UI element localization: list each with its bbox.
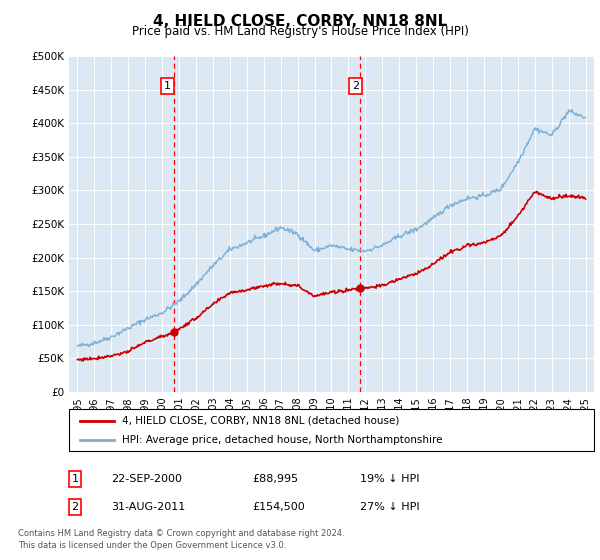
Text: 4, HIELD CLOSE, CORBY, NN18 8NL: 4, HIELD CLOSE, CORBY, NN18 8NL bbox=[153, 14, 447, 29]
Text: Price paid vs. HM Land Registry's House Price Index (HPI): Price paid vs. HM Land Registry's House … bbox=[131, 25, 469, 38]
Text: 4, HIELD CLOSE, CORBY, NN18 8NL (detached house): 4, HIELD CLOSE, CORBY, NN18 8NL (detache… bbox=[121, 416, 399, 426]
Text: HPI: Average price, detached house, North Northamptonshire: HPI: Average price, detached house, Nort… bbox=[121, 435, 442, 445]
Text: 22-SEP-2000: 22-SEP-2000 bbox=[111, 474, 182, 484]
Text: 1: 1 bbox=[71, 474, 79, 484]
Text: 2: 2 bbox=[352, 81, 359, 91]
Text: 31-AUG-2011: 31-AUG-2011 bbox=[111, 502, 185, 512]
Text: £88,995: £88,995 bbox=[252, 474, 298, 484]
FancyBboxPatch shape bbox=[69, 409, 594, 451]
Text: 19% ↓ HPI: 19% ↓ HPI bbox=[360, 474, 419, 484]
Text: 1: 1 bbox=[164, 81, 171, 91]
Text: £154,500: £154,500 bbox=[252, 502, 305, 512]
Text: 27% ↓ HPI: 27% ↓ HPI bbox=[360, 502, 419, 512]
Text: This data is licensed under the Open Government Licence v3.0.: This data is licensed under the Open Gov… bbox=[18, 542, 286, 550]
Text: Contains HM Land Registry data © Crown copyright and database right 2024.: Contains HM Land Registry data © Crown c… bbox=[18, 529, 344, 538]
Text: 2: 2 bbox=[71, 502, 79, 512]
